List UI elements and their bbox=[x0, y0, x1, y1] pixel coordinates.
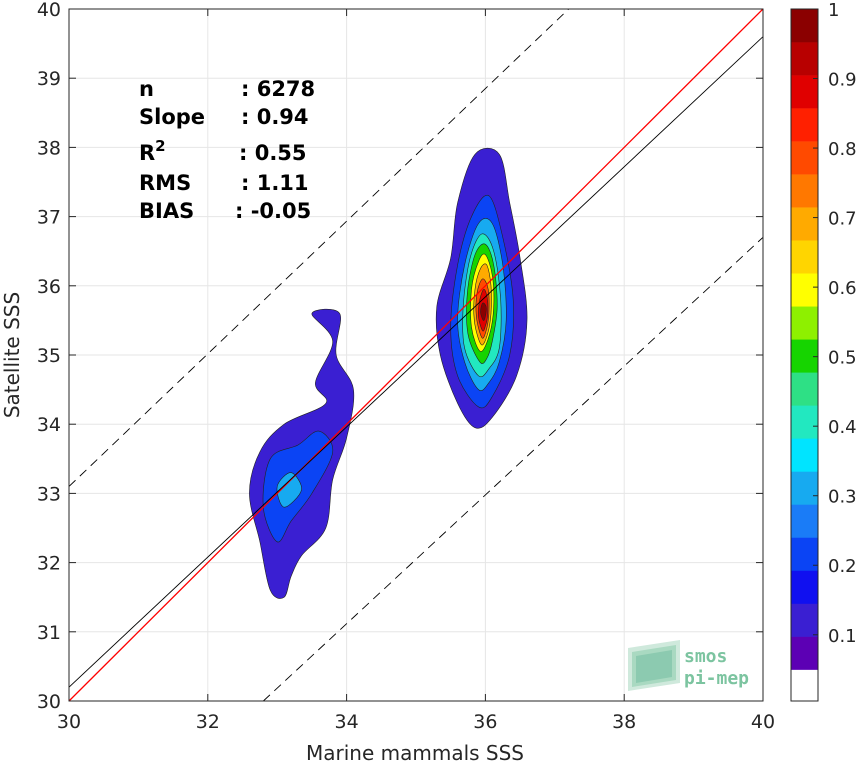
colorbar-band bbox=[791, 471, 818, 505]
density-contours bbox=[249, 147, 528, 599]
x-tick-label: 32 bbox=[196, 711, 220, 733]
colorbar-band bbox=[791, 570, 818, 604]
colorbar-band bbox=[791, 372, 818, 406]
y-tick-label: 39 bbox=[37, 68, 61, 90]
colorbar-tick-label: 0.6 bbox=[828, 278, 857, 299]
colorbar-band bbox=[791, 537, 818, 571]
colorbar-band bbox=[791, 438, 818, 472]
statistics-box: n : 6278 Slope : 0.94 R2 : 0.55 RMS : 1.11 BIAS:… bbox=[139, 77, 315, 223]
smos-pi-mep-logo: smos pi-mep bbox=[628, 640, 749, 691]
stat-label: RMS bbox=[139, 171, 191, 195]
colorbar-band-empty bbox=[791, 669, 818, 701]
colorbar-band bbox=[791, 339, 818, 373]
y-tick-label: 40 bbox=[37, 0, 61, 21]
stat-value: : -0.05 bbox=[235, 199, 311, 223]
colorbar-tick-label: 0.2 bbox=[828, 556, 857, 577]
x-tick-label: 38 bbox=[612, 711, 636, 733]
colorbar-band bbox=[791, 240, 818, 274]
y-tick-label: 32 bbox=[37, 553, 61, 575]
colorbar-band bbox=[791, 42, 818, 76]
y-tick-label: 31 bbox=[37, 622, 61, 644]
y-tick-label: 30 bbox=[37, 691, 61, 713]
y-tick-label: 34 bbox=[37, 414, 61, 436]
colorbar-band bbox=[791, 141, 818, 175]
colorbar-band bbox=[791, 108, 818, 142]
colorbar-band bbox=[791, 504, 818, 538]
colorbar-frame bbox=[790, 8, 819, 702]
contour-level bbox=[480, 302, 487, 321]
colorbar-band bbox=[791, 9, 818, 43]
stat-label: BIAS bbox=[139, 199, 194, 223]
stat-label: R2 bbox=[139, 137, 166, 165]
y-tick-label: 35 bbox=[37, 345, 61, 367]
x-tick-label: 30 bbox=[57, 711, 81, 733]
colorbar-band bbox=[791, 273, 818, 307]
upper-bound-line bbox=[68, 8, 569, 487]
colorbar-tick-label: 0.4 bbox=[828, 417, 857, 438]
stat-label: Slope bbox=[139, 105, 205, 129]
colorbar-tick-label: 0.8 bbox=[828, 139, 857, 160]
y-ticks: 30 31 32 33 34 35 36 37 38 39 40 bbox=[37, 0, 763, 713]
colorbar-band bbox=[791, 306, 818, 340]
one-to-one-line bbox=[68, 8, 764, 702]
y-tick-label: 37 bbox=[37, 207, 61, 229]
colorbar-band bbox=[791, 603, 818, 637]
x-axis-label: Marine mammals SSS bbox=[306, 741, 524, 764]
x-tick-label: 40 bbox=[751, 711, 775, 733]
stat-label: n bbox=[139, 77, 154, 101]
colorbar-tick-label: 0.7 bbox=[828, 209, 857, 230]
colorbar-tick-label: 0.1 bbox=[828, 626, 857, 647]
y-tick-label: 36 bbox=[37, 276, 61, 298]
density-cluster bbox=[435, 147, 528, 429]
logo-text-line1: smos bbox=[684, 646, 727, 667]
lower-bound-line bbox=[263, 237, 764, 702]
colorbar-band bbox=[791, 405, 818, 439]
colorbar-band bbox=[791, 174, 818, 208]
colorbar-tick-label: 0.9 bbox=[828, 70, 857, 91]
stat-value: : 1.11 bbox=[241, 171, 309, 195]
regression-fit-line bbox=[68, 36, 764, 688]
colorbar-band bbox=[791, 207, 818, 241]
colorbar-tick-label: 0.3 bbox=[828, 487, 857, 508]
stat-value: : 6278 bbox=[241, 77, 315, 101]
colorbar-band bbox=[791, 636, 818, 670]
x-tick-label: 34 bbox=[335, 711, 359, 733]
colorbar-band bbox=[791, 75, 818, 109]
logo-waves-icon bbox=[628, 640, 680, 691]
y-tick-label: 38 bbox=[37, 137, 61, 159]
y-tick-label: 33 bbox=[37, 483, 61, 505]
y-axis-label: Satellite SSS bbox=[0, 292, 24, 418]
colorbar-ticks: 0.1 0.2 0.3 0.4 0.5 0.6 0.7 0.8 0.9 1 bbox=[813, 0, 857, 647]
stat-value: : 0.55 bbox=[239, 141, 307, 165]
colorbar-tick-label: 0.5 bbox=[828, 348, 857, 369]
x-ticks: 30 32 34 36 38 40 bbox=[57, 9, 775, 733]
logo-text-line2: pi-mep bbox=[684, 668, 749, 689]
colorbar-tick-label: 1 bbox=[828, 0, 839, 21]
colorbar bbox=[790, 8, 819, 702]
reference-lines bbox=[68, 8, 764, 702]
stat-value: : 0.94 bbox=[241, 105, 309, 129]
x-tick-label: 36 bbox=[473, 711, 497, 733]
density-cluster bbox=[249, 308, 355, 599]
